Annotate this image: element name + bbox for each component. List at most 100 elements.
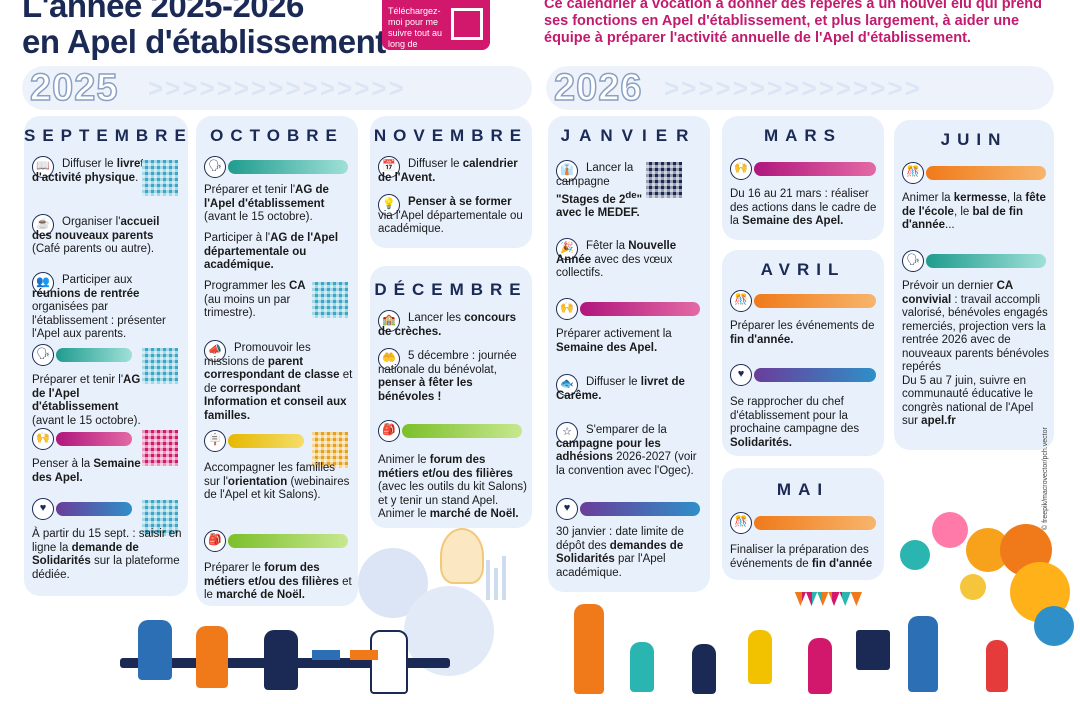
task-text: 5 décembre : journée nationale du bénévo…: [378, 350, 517, 403]
child-illustration: [986, 640, 1008, 692]
color-bar: [56, 502, 132, 516]
color-bar: [754, 368, 876, 382]
task-text: Diffuser le livret de Carême.: [556, 376, 685, 402]
heart-hands-icon: ♥: [730, 364, 752, 386]
month-title: JANVIER: [560, 126, 698, 145]
month-card-janvier: JANVIER 👔 Lancer la campagne "Stages de …: [548, 116, 710, 592]
task-text: 30 janvier : date limite de dépôt des de…: [556, 526, 684, 579]
meeting-icon: 🗣: [32, 344, 54, 366]
color-bar: [56, 432, 132, 446]
chart-bar-illustration: [486, 560, 490, 600]
person-arms-up-icon: 🙌: [730, 158, 752, 180]
qr-code-icon[interactable]: [451, 8, 483, 40]
meeting-icon: 🗣: [902, 250, 924, 272]
school-building-icon: 🏫: [378, 310, 400, 332]
month-title: MARS: [763, 126, 843, 145]
month-card-septembre: SEPTEMBRE 📖 Diffuser le livret d'activit…: [24, 116, 188, 596]
lightbulb-icon: 💡: [378, 194, 400, 216]
year-band-2026: 2026 >>>>>>>>>>>>>>>: [546, 66, 1054, 110]
person-arms-up-icon: 🙌: [32, 428, 54, 450]
month-card-octobre: OCTOBRE 🗣 Préparer et tenir l'AG de l'Ap…: [196, 116, 358, 606]
chevron-arrows-icon: >>>>>>>>>>>>>>>: [148, 73, 406, 103]
month-title: OCTOBRE: [210, 126, 344, 145]
person-illustration: [138, 620, 172, 680]
download-qr-text: Téléchargez-moi pour me suivre tout au l…: [388, 6, 443, 60]
businessman-icon: 👔: [556, 160, 578, 182]
sound-equipment-illustration: [856, 630, 890, 670]
task-text: Préparer les événements de fin d'année.: [730, 320, 875, 346]
qr-code-icon[interactable]: [142, 430, 178, 466]
task-text: Organiser l'accueil des nouveaux parents…: [32, 216, 160, 255]
task-text: Du 16 au 21 mars : réaliser des actions …: [730, 188, 877, 227]
person-illustration: [370, 630, 408, 694]
backpack-icon: 🎒: [378, 420, 400, 442]
year-2025: 2025: [29, 66, 119, 110]
star-icon: ☆: [556, 422, 578, 444]
paper-fan-decoration: [900, 540, 930, 570]
month-card-avril: AVRIL 🎊 Préparer les événements de fin d…: [722, 250, 884, 456]
task-text: Animer le forum des métiers et/ou des fi…: [378, 454, 527, 520]
party-popper-icon: 🎉: [556, 238, 578, 260]
child-illustration: [692, 644, 716, 694]
laptop-illustration: [312, 650, 340, 660]
book-icon: 📖: [32, 156, 54, 178]
color-bar: [228, 534, 348, 548]
child-illustration: [748, 630, 772, 684]
intro-text: Ce calendrier a vocation à donner des re…: [544, 0, 1042, 46]
person-illustration: [264, 630, 298, 690]
month-card-mai: MAI 🎊 Finaliser la préparation des événe…: [722, 468, 884, 580]
chevron-arrows-icon: >>>>>>>>>>>>>>>: [664, 73, 922, 103]
task-text: Fêter la Nouvelle Année avec des vœux co…: [556, 240, 677, 279]
color-bar: [228, 434, 304, 448]
task-text: Penser à se former via l'Apel départemen…: [378, 196, 523, 235]
celebration-icon: 🎊: [730, 512, 752, 534]
task-text: Penser à la Semaine des Apel.: [32, 458, 141, 484]
meeting-icon: 🗣: [204, 156, 226, 178]
qr-code-icon[interactable]: [312, 432, 348, 468]
laptop-illustration: [350, 650, 378, 660]
task-text: S'emparer de la campagne pour les adhési…: [556, 424, 697, 477]
task-text: Lancer la campagne "Stages de 2de" avec …: [556, 162, 643, 220]
qr-code-icon[interactable]: [312, 282, 348, 318]
month-title: AVRIL: [760, 260, 846, 279]
qr-code-icon[interactable]: [646, 162, 682, 198]
color-bar: [402, 424, 522, 438]
task-text: Programmer les CA (au moins un par trime…: [204, 280, 306, 319]
task-text: Accompagner les familles sur l'orientati…: [204, 462, 350, 501]
month-card-juin: JUIN 🎊 Animer la kermesse, la fête de l'…: [894, 120, 1054, 450]
color-bar: [754, 162, 876, 176]
task-text: Diffuser le livret d'activité physique.: [32, 158, 145, 184]
calendar-icon: 📅: [378, 156, 400, 178]
paper-fan-decoration: [1034, 606, 1074, 646]
celebration-icon: 🎊: [902, 162, 924, 184]
task-text: Animer la kermesse, la fête de l'école, …: [902, 192, 1046, 231]
year-2026: 2026: [553, 66, 643, 110]
backpack-icon: 🎒: [204, 530, 226, 552]
year-band-2025: 2025 >>>>>>>>>>>>>>>: [22, 66, 532, 110]
month-title: MAI: [776, 480, 830, 499]
month-card-novembre: NOVEMBRE 📅 Diffuser le calendrier de l'A…: [370, 116, 532, 248]
month-title: SEPTEMBRE: [24, 126, 193, 145]
color-bar: [56, 348, 132, 362]
task-text: À partir du 15 sept. : saisir en ligne l…: [32, 528, 182, 581]
paper-fan-decoration: [932, 512, 968, 548]
person-illustration: [574, 604, 604, 694]
bunting-flags-illustration: [792, 592, 862, 606]
volunteer-hands-icon: 🤲: [378, 348, 400, 370]
coffee-cup-icon: ☕: [32, 214, 54, 236]
task-text: Se rapprocher du chef d'établissement po…: [730, 396, 860, 449]
person-arms-up-icon: 🙌: [556, 298, 578, 320]
color-bar: [926, 166, 1046, 180]
qr-code-icon[interactable]: [142, 160, 178, 196]
task-text: Diffuser le calendrier de l'Avent.: [378, 158, 518, 184]
task-text: Finaliser la préparation des événements …: [730, 544, 873, 570]
qr-code-icon[interactable]: [142, 348, 178, 384]
task-text: Participer à l'AG de l'Apel départementa…: [204, 232, 339, 271]
qr-code-icon[interactable]: [142, 500, 178, 536]
download-qr-box[interactable]: Téléchargez-moi pour me suivre tout au l…: [382, 0, 490, 60]
heart-hands-icon: ♥: [32, 498, 54, 520]
signpost-icon: 🪧: [204, 430, 226, 452]
lightbulb-illustration: [440, 528, 484, 584]
color-bar: [926, 254, 1046, 268]
people-group-icon: 👥: [32, 272, 54, 294]
